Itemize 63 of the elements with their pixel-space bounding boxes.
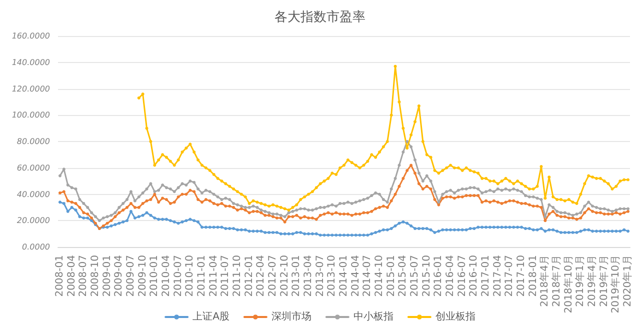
x-tick-label: 2012-04 [256,255,267,297]
x-tick-label: 2011-01 [196,255,208,297]
x-tick-label: 2019年7月 [598,255,610,307]
x-tick-label: 2015-04 [398,255,409,297]
x-tick-label: 2019年1月 [574,255,586,307]
y-tick-label: 160.0000 [12,32,50,40]
x-tick-label: 2008-07 [78,255,90,297]
x-tick-label: 2008-04 [66,255,78,297]
y-tick-label: 120.0000 [12,84,50,94]
x-tick-label: 2008-01 [54,255,66,297]
x-tick-label: 2013-04 [302,255,314,297]
x-tick-label: 2014-04 [350,255,362,297]
y-tick-label: 20.0000 [16,216,50,226]
x-tick-label: 2018年7月 [550,255,563,307]
x-tick-label: 2009-04 [114,255,125,297]
x-tick-label: 2017-07 [504,255,516,297]
legend-label: 上证A股 [192,310,230,322]
y-tick-label: 140.0000 [12,58,50,67]
x-tick-label: 2012-07 [267,255,278,297]
x-tick-label: 2016-07 [456,255,468,297]
x-tick-label: 2011-10 [232,255,243,297]
x-tick-label: 2013-01 [291,255,302,297]
x-tick-label: 2014-10 [374,255,386,297]
x-tick-label: 2018年4月 [538,255,551,307]
x-tick-label: 2010-07 [172,255,184,297]
x-tick-label: 2015-07 [410,255,421,297]
y-tick-label: 80.0000 [16,137,50,146]
x-tick-label: 2008-10 [90,255,101,297]
y-tick-label: 0.0000 [22,242,50,252]
x-tick-label: 2020年1月 [622,255,634,307]
x-tick-label: 2015-01 [386,255,397,297]
x-tick-label: 2009-10 [137,255,148,297]
legend-label: 深圳市场 [271,310,312,322]
x-tick-label: 2011-07 [220,255,232,297]
x-tick-label: 2010-01 [149,255,160,297]
x-tick-label: 2016-01 [433,255,444,297]
x-tick-label: 2014-01 [338,255,350,297]
x-tick-label: 2010-10 [184,255,196,297]
x-tick-label: 2013-07 [314,255,326,297]
x-tick-label: 2012-01 [244,255,255,297]
x-tick-label: 2016-10 [468,255,480,297]
x-tick-label: 2009-01 [102,255,113,297]
x-tick-label: 2016-04 [445,255,456,297]
legend-label: 创业板指 [435,310,476,322]
x-tick-label: 2014-07 [362,255,374,297]
chart-title: 各大指数市盈率 [274,9,366,25]
y-tick-label: 40.0000 [16,190,50,199]
x-tick-label: 2017-04 [492,255,504,297]
x-tick-label: 2018年10月 [562,255,574,314]
x-tick-label: 2009-07 [125,255,136,297]
x-tick-label: 2019年10月 [610,255,622,314]
y-tick-label: 60.0000 [16,163,50,172]
x-tick-label: 2010-04 [160,255,172,297]
x-tick-label: 2015-10 [421,255,432,297]
y-tick-label: 100.0000 [12,110,50,120]
x-tick-label: 2012-10 [279,255,290,297]
x-tick-label: 2019年4月 [586,255,598,307]
x-tick-label: 2013-10 [326,255,338,297]
legend-label: 中小板指 [353,310,394,322]
x-tick-label: 2017-10 [516,255,528,297]
x-tick-label: 2017-01 [480,255,492,297]
x-tick-label: 2011-04 [208,255,220,297]
x-tick-label: 2018-01 [528,255,539,297]
